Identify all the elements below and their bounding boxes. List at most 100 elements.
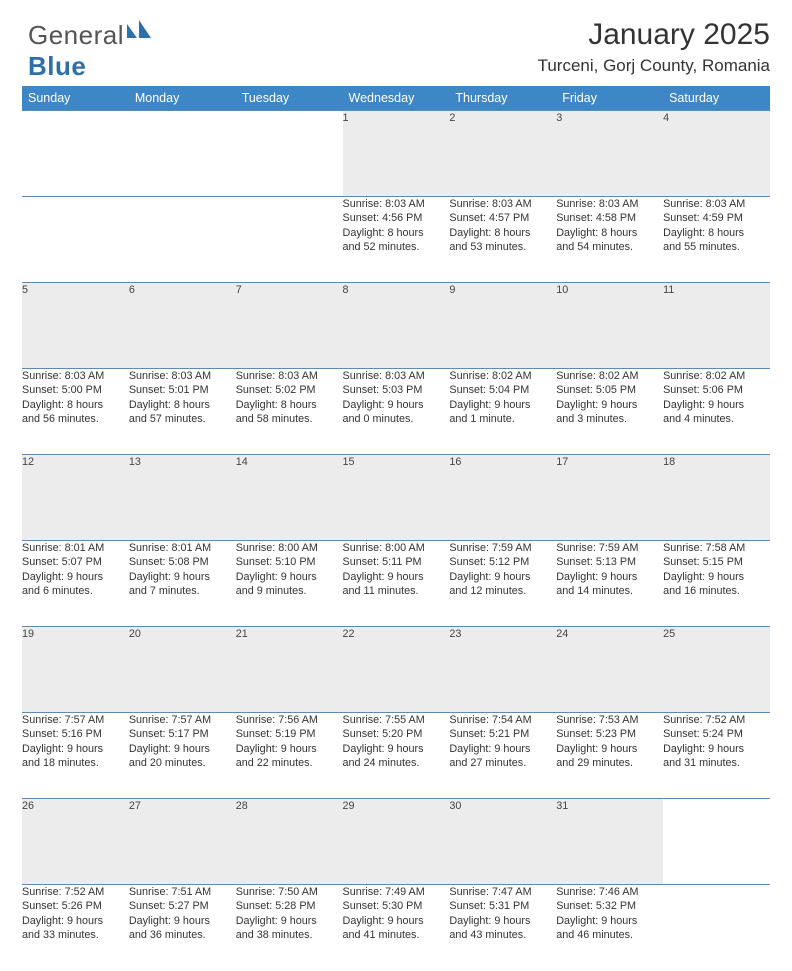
- day-sunset: Sunset: 5:31 PM: [449, 899, 556, 913]
- day-number-cell: 16: [449, 455, 556, 541]
- day-day2: and 12 minutes.: [449, 584, 556, 598]
- day-info-cell: Sunrise: 7:49 AMSunset: 5:30 PMDaylight:…: [343, 885, 450, 971]
- weekday-header: Wednesday: [343, 86, 450, 111]
- day-number-cell: [663, 799, 770, 885]
- day-info-cell: Sunrise: 8:02 AMSunset: 5:06 PMDaylight:…: [663, 369, 770, 455]
- day-day1: Daylight: 9 hours: [556, 570, 663, 584]
- day-sunset: Sunset: 5:03 PM: [343, 383, 450, 397]
- day-sunrise: Sunrise: 7:53 AM: [556, 713, 663, 727]
- day-sunrise: Sunrise: 8:02 AM: [663, 369, 770, 383]
- day-number-cell: 19: [22, 627, 129, 713]
- day-info-cell: [22, 197, 129, 283]
- day-info-cell: Sunrise: 8:01 AMSunset: 5:08 PMDaylight:…: [129, 541, 236, 627]
- day-day2: and 31 minutes.: [663, 756, 770, 770]
- day-day1: Daylight: 8 hours: [236, 398, 343, 412]
- day-number-cell: 4: [663, 111, 770, 197]
- day-sunset: Sunset: 5:04 PM: [449, 383, 556, 397]
- day-day1: Daylight: 9 hours: [343, 742, 450, 756]
- day-sunrise: Sunrise: 7:50 AM: [236, 885, 343, 899]
- day-sunset: Sunset: 5:10 PM: [236, 555, 343, 569]
- day-day2: and 57 minutes.: [129, 412, 236, 426]
- day-day1: Daylight: 9 hours: [343, 570, 450, 584]
- day-info-row: Sunrise: 8:01 AMSunset: 5:07 PMDaylight:…: [22, 541, 770, 627]
- day-number-cell: [236, 111, 343, 197]
- day-sunrise: Sunrise: 8:00 AM: [236, 541, 343, 555]
- day-sunrise: Sunrise: 7:52 AM: [22, 885, 129, 899]
- day-number-cell: 24: [556, 627, 663, 713]
- day-sunset: Sunset: 4:58 PM: [556, 211, 663, 225]
- day-day1: Daylight: 9 hours: [449, 570, 556, 584]
- day-day1: Daylight: 9 hours: [22, 914, 129, 928]
- day-day1: Daylight: 9 hours: [663, 570, 770, 584]
- day-day2: and 58 minutes.: [236, 412, 343, 426]
- day-day1: Daylight: 9 hours: [236, 914, 343, 928]
- day-number-cell: [22, 111, 129, 197]
- day-info-cell: Sunrise: 8:03 AMSunset: 5:00 PMDaylight:…: [22, 369, 129, 455]
- day-day2: and 11 minutes.: [343, 584, 450, 598]
- day-info-cell: Sunrise: 8:02 AMSunset: 5:05 PMDaylight:…: [556, 369, 663, 455]
- day-day1: Daylight: 8 hours: [556, 226, 663, 240]
- day-info-cell: Sunrise: 7:57 AMSunset: 5:16 PMDaylight:…: [22, 713, 129, 799]
- day-info-cell: Sunrise: 7:47 AMSunset: 5:31 PMDaylight:…: [449, 885, 556, 971]
- day-number-cell: [129, 111, 236, 197]
- day-sunrise: Sunrise: 7:57 AM: [22, 713, 129, 727]
- weekday-header: Monday: [129, 86, 236, 111]
- day-sunrise: Sunrise: 7:54 AM: [449, 713, 556, 727]
- logo-word-general: General: [28, 20, 124, 50]
- day-day1: Daylight: 9 hours: [236, 570, 343, 584]
- weekday-header: Saturday: [663, 86, 770, 111]
- day-day2: and 53 minutes.: [449, 240, 556, 254]
- day-day2: and 24 minutes.: [343, 756, 450, 770]
- day-day2: and 20 minutes.: [129, 756, 236, 770]
- day-sunset: Sunset: 5:26 PM: [22, 899, 129, 913]
- day-sunrise: Sunrise: 8:03 AM: [663, 197, 770, 211]
- day-day1: Daylight: 9 hours: [22, 742, 129, 756]
- logo-text: General Blue: [28, 20, 153, 82]
- day-info-cell: Sunrise: 8:03 AMSunset: 4:59 PMDaylight:…: [663, 197, 770, 283]
- day-number-cell: 12: [22, 455, 129, 541]
- day-sunrise: Sunrise: 8:03 AM: [236, 369, 343, 383]
- day-sunset: Sunset: 5:19 PM: [236, 727, 343, 741]
- day-day1: Daylight: 9 hours: [556, 742, 663, 756]
- day-number-cell: 14: [236, 455, 343, 541]
- day-info-cell: Sunrise: 7:51 AMSunset: 5:27 PMDaylight:…: [129, 885, 236, 971]
- day-day2: and 1 minute.: [449, 412, 556, 426]
- day-sunset: Sunset: 5:16 PM: [22, 727, 129, 741]
- day-sunrise: Sunrise: 7:59 AM: [556, 541, 663, 555]
- day-day2: and 0 minutes.: [343, 412, 450, 426]
- day-sunset: Sunset: 5:30 PM: [343, 899, 450, 913]
- day-sunset: Sunset: 5:28 PM: [236, 899, 343, 913]
- day-info-cell: Sunrise: 8:03 AMSunset: 5:02 PMDaylight:…: [236, 369, 343, 455]
- day-info-cell: Sunrise: 8:03 AMSunset: 4:56 PMDaylight:…: [343, 197, 450, 283]
- day-number-cell: 7: [236, 283, 343, 369]
- day-day1: Daylight: 9 hours: [449, 914, 556, 928]
- day-info-cell: Sunrise: 7:55 AMSunset: 5:20 PMDaylight:…: [343, 713, 450, 799]
- day-sunset: Sunset: 5:00 PM: [22, 383, 129, 397]
- day-day1: Daylight: 9 hours: [343, 914, 450, 928]
- day-info-row: Sunrise: 8:03 AMSunset: 4:56 PMDaylight:…: [22, 197, 770, 283]
- day-sunrise: Sunrise: 7:49 AM: [343, 885, 450, 899]
- day-sunset: Sunset: 5:12 PM: [449, 555, 556, 569]
- day-sunset: Sunset: 5:17 PM: [129, 727, 236, 741]
- day-info-cell: Sunrise: 8:03 AMSunset: 4:58 PMDaylight:…: [556, 197, 663, 283]
- day-day2: and 9 minutes.: [236, 584, 343, 598]
- day-day2: and 16 minutes.: [663, 584, 770, 598]
- day-number-row: 567891011: [22, 283, 770, 369]
- day-info-cell: Sunrise: 8:01 AMSunset: 5:07 PMDaylight:…: [22, 541, 129, 627]
- day-sunrise: Sunrise: 7:58 AM: [663, 541, 770, 555]
- day-sunset: Sunset: 5:13 PM: [556, 555, 663, 569]
- day-day1: Daylight: 9 hours: [449, 398, 556, 412]
- weekday-header: Tuesday: [236, 86, 343, 111]
- day-sunset: Sunset: 5:06 PM: [663, 383, 770, 397]
- day-info-cell: Sunrise: 7:59 AMSunset: 5:13 PMDaylight:…: [556, 541, 663, 627]
- day-day2: and 6 minutes.: [22, 584, 129, 598]
- day-sunset: Sunset: 5:20 PM: [343, 727, 450, 741]
- day-number-cell: 27: [129, 799, 236, 885]
- day-number-cell: 20: [129, 627, 236, 713]
- day-info-cell: Sunrise: 7:57 AMSunset: 5:17 PMDaylight:…: [129, 713, 236, 799]
- day-day1: Daylight: 9 hours: [236, 742, 343, 756]
- day-sunrise: Sunrise: 8:01 AM: [129, 541, 236, 555]
- day-number-cell: 23: [449, 627, 556, 713]
- calendar-table: Sunday Monday Tuesday Wednesday Thursday…: [22, 86, 770, 971]
- day-info-row: Sunrise: 8:03 AM Sunset: 5:00 PM Daylight:…: [22, 369, 770, 455]
